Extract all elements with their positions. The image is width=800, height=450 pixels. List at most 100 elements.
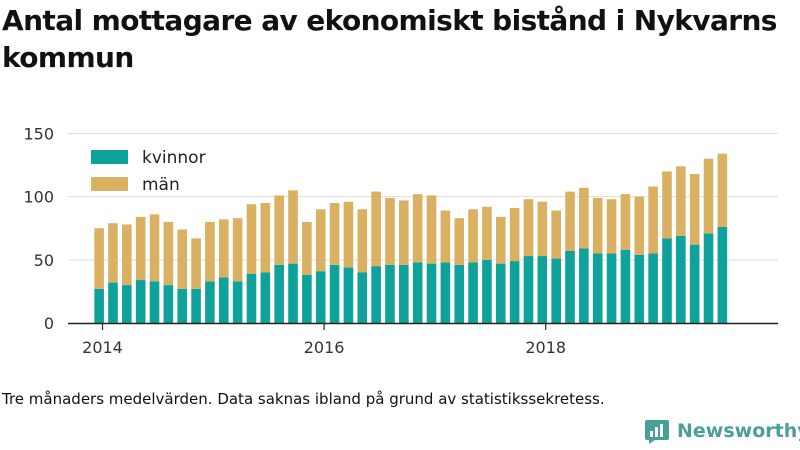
chart-caption: Tre månaders medelvärden. Data saknas ib… xyxy=(2,390,605,408)
bar-man xyxy=(634,196,645,255)
bar-man xyxy=(302,221,312,275)
bar-man xyxy=(218,219,229,278)
bar-man xyxy=(579,187,589,249)
legend-label: kvinnor xyxy=(142,148,206,168)
bar-kvinnor xyxy=(648,253,658,323)
bar-man xyxy=(122,224,132,286)
bar-man xyxy=(163,221,174,286)
x-tick-label: 2016 xyxy=(304,338,345,357)
bar-kvinnor xyxy=(412,262,423,323)
y-tick-label: 50 xyxy=(34,251,54,270)
bar-kvinnor xyxy=(315,271,326,323)
bar-man xyxy=(191,238,201,289)
bar-kvinnor xyxy=(232,281,243,323)
x-tick-label: 2018 xyxy=(525,338,566,357)
bar-man xyxy=(662,171,672,239)
bar-kvinnor xyxy=(468,262,478,323)
bar-man xyxy=(149,214,160,282)
bar-kvinnor xyxy=(537,256,548,323)
bar-man xyxy=(357,209,368,273)
bar-kvinnor xyxy=(676,235,686,323)
legend: kvinnor män xyxy=(86,143,208,195)
bar-man xyxy=(260,202,271,273)
legend-swatch xyxy=(91,177,128,191)
bar-kvinnor xyxy=(122,285,132,323)
bar-kvinnor xyxy=(689,244,700,323)
bar-kvinnor xyxy=(579,248,589,323)
bar-man xyxy=(648,186,658,254)
bar-kvinnor xyxy=(509,261,520,323)
bar-kvinnor xyxy=(703,233,714,323)
bar-man xyxy=(482,206,492,260)
bar-man xyxy=(537,201,548,257)
bar-man xyxy=(412,194,423,263)
bar-kvinnor xyxy=(495,263,506,323)
bars xyxy=(94,153,728,323)
bar-man xyxy=(606,199,617,254)
legend-label: män xyxy=(142,175,180,195)
bar-man xyxy=(205,221,215,282)
bar-kvinnor xyxy=(426,263,437,323)
x-tick-label: 2014 xyxy=(82,338,123,357)
bar-kvinnor xyxy=(135,280,146,323)
bar-kvinnor xyxy=(302,274,312,323)
bar-kvinnor xyxy=(94,288,104,323)
y-tick-label: 0 xyxy=(44,314,54,333)
bar-kvinnor xyxy=(205,281,215,323)
bar-man xyxy=(385,197,395,265)
bar-kvinnor xyxy=(343,267,354,323)
y-axis-ticks: 0 50 100 150 xyxy=(23,125,54,334)
bar-kvinnor xyxy=(523,256,534,323)
bar-kvinnor xyxy=(592,253,603,323)
bar-man xyxy=(232,218,243,282)
bar-kvinnor xyxy=(371,266,381,323)
bar-kvinnor xyxy=(551,258,561,323)
x-axis: 201420162018202120232025 xyxy=(68,322,778,357)
bar-man xyxy=(676,166,686,236)
bar-man xyxy=(523,199,534,257)
bar-man xyxy=(592,197,603,254)
bar-man xyxy=(454,218,465,265)
bar-kvinnor xyxy=(260,272,271,323)
bar-kvinnor xyxy=(717,226,728,323)
bar-man xyxy=(274,195,284,265)
bar-kvinnor xyxy=(606,253,617,323)
bar-man xyxy=(343,201,354,268)
y-tick-label: 100 xyxy=(23,188,54,207)
bar-man xyxy=(371,191,381,267)
chart-title: Antal mottagare av ekonomiskt bistånd i … xyxy=(2,4,777,74)
bar-man xyxy=(689,173,700,245)
bar-man xyxy=(565,191,575,251)
bar-man xyxy=(440,210,451,263)
bar-kvinnor xyxy=(108,282,118,323)
bar-man xyxy=(94,228,104,289)
bar-kvinnor xyxy=(218,277,229,323)
bar-kvinnor xyxy=(191,288,201,323)
bar-man xyxy=(468,209,478,263)
bar-man xyxy=(495,216,506,264)
bar-man xyxy=(399,200,409,265)
bar-kvinnor xyxy=(620,249,631,323)
bar-kvinnor xyxy=(634,254,645,323)
bar-kvinnor xyxy=(246,273,257,323)
bar-man xyxy=(551,210,561,259)
legend-swatch xyxy=(91,150,128,164)
bar-man xyxy=(703,158,714,234)
bar-kvinnor xyxy=(329,264,340,323)
newsworthy-icon xyxy=(645,420,669,444)
bar-man xyxy=(509,208,520,262)
bar-kvinnor xyxy=(163,285,174,323)
bar-man xyxy=(288,190,298,264)
bar-man xyxy=(717,153,728,227)
bar-man xyxy=(426,195,437,264)
bar-kvinnor xyxy=(482,259,492,323)
brand-name: Newsworthy xyxy=(677,420,800,442)
bar-kvinnor xyxy=(274,264,284,323)
bar-man xyxy=(315,209,326,272)
bar-man xyxy=(177,229,188,289)
bar-kvinnor xyxy=(177,288,188,323)
bar-kvinnor xyxy=(357,272,368,323)
bar-man xyxy=(620,194,631,250)
bar-kvinnor xyxy=(454,264,465,323)
